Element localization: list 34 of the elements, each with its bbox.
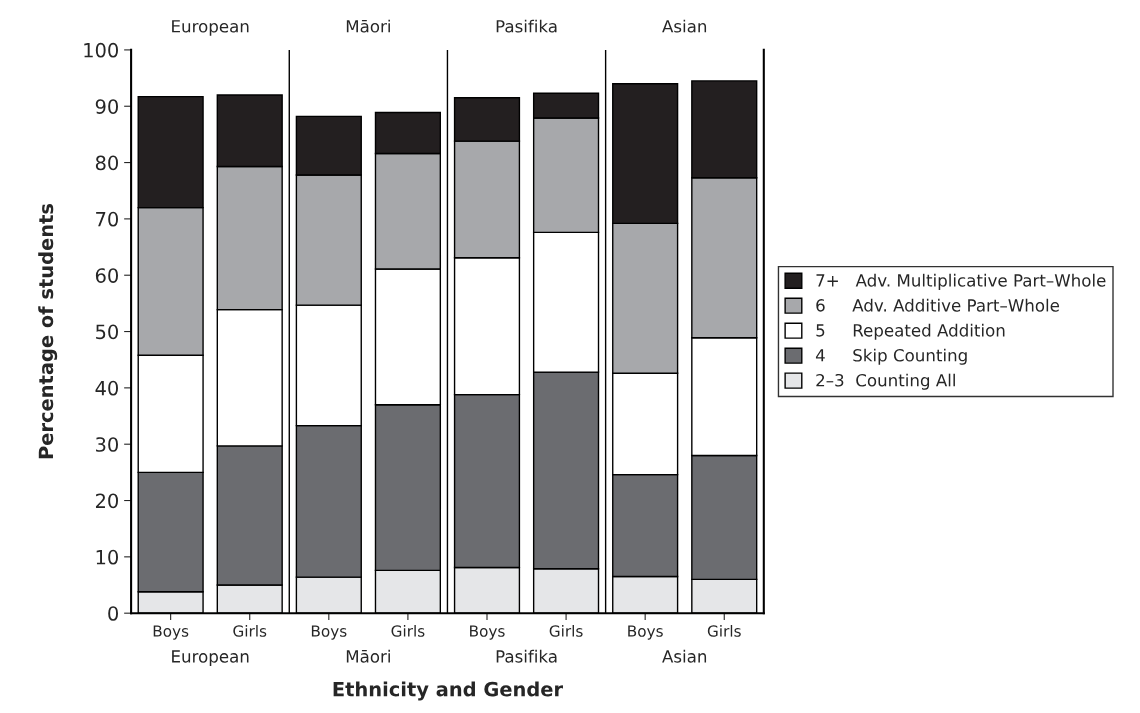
y-tick-label: 0 xyxy=(108,606,118,621)
legend-label: 6 Adv. Additive Part–Whole xyxy=(816,298,1060,312)
y-tick-label: 90 xyxy=(95,99,118,114)
text: Asian xyxy=(662,19,707,33)
y-axis-title: Percentage of students xyxy=(38,203,58,459)
legend-label: 7+ Adv. Multiplicative Part–Whole xyxy=(816,273,1106,290)
text: Māori xyxy=(346,649,390,663)
x-tick-label: Girls xyxy=(549,624,583,637)
y-tick-label: 30 xyxy=(96,437,118,452)
y-tick-label: 100 xyxy=(84,42,118,58)
text: Pasifika xyxy=(496,649,557,663)
x-tick-label: Boys xyxy=(470,625,505,640)
y-tick-label: 80 xyxy=(95,155,118,171)
text: Asian xyxy=(662,649,707,663)
y-tick-label: 60 xyxy=(95,268,118,283)
legend-label: 4 Skip Counting xyxy=(815,348,967,365)
x-tick-label: Girls xyxy=(707,624,741,637)
legend-label: 5 Repeated Addition xyxy=(816,323,1005,340)
y-tick-label: 40 xyxy=(95,380,118,396)
x-tick-label: Boys xyxy=(311,625,347,640)
text: Māori xyxy=(346,19,390,33)
x-tick-label: Boys xyxy=(153,625,189,640)
x-tick-label: Boys xyxy=(628,625,663,640)
text: European xyxy=(172,650,249,666)
y-tick-label: 70 xyxy=(96,211,118,227)
x-tick-label: Girls xyxy=(233,624,267,637)
legend-label: 2–3 Counting All xyxy=(816,373,955,390)
text: European xyxy=(172,20,249,36)
x-axis-title: Ethnicity and Gender xyxy=(333,681,563,701)
text: Pasifika xyxy=(496,19,557,33)
y-tick-label: 20 xyxy=(95,493,118,509)
y-tick-label: 50 xyxy=(96,324,118,340)
y-tick-label: 10 xyxy=(96,549,118,565)
x-tick-label: Girls xyxy=(391,624,425,637)
